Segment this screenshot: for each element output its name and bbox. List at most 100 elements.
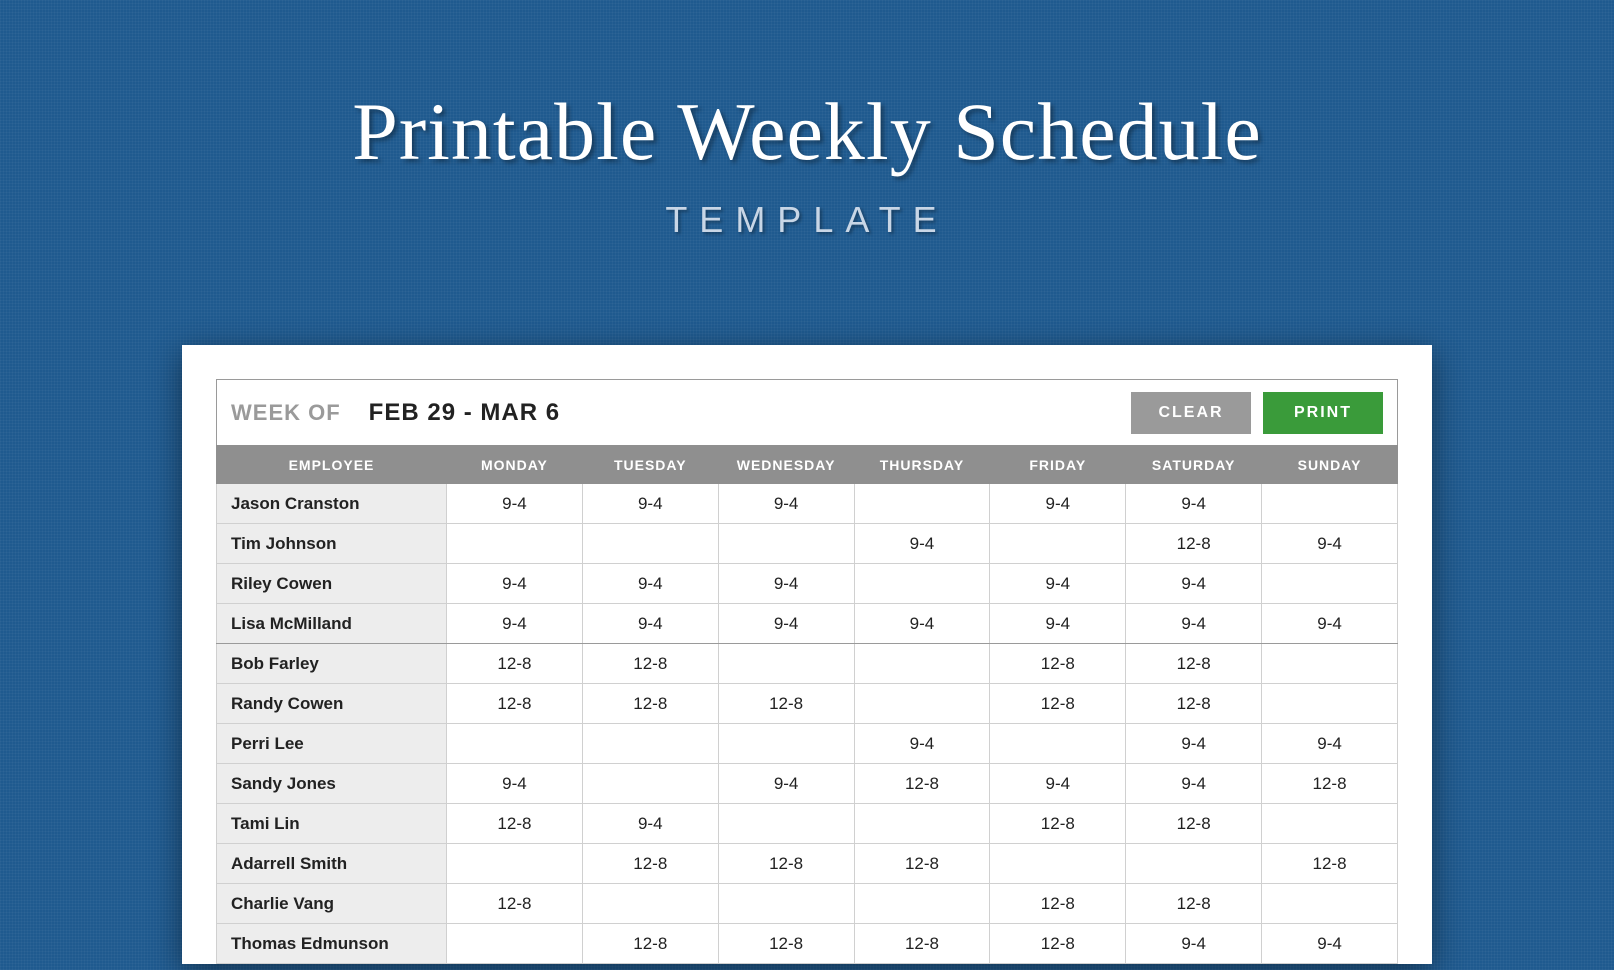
col-thursday: THURSDAY (854, 446, 990, 484)
shift-cell: 9-4 (1262, 924, 1398, 964)
shift-cell: 12-8 (990, 804, 1126, 844)
shift-cell (854, 884, 990, 924)
shift-cell: 9-4 (990, 604, 1126, 644)
shift-cell (447, 524, 583, 564)
shift-cell (1262, 884, 1398, 924)
hero-banner: Printable Weekly Schedule TEMPLATE (0, 0, 1614, 241)
shift-cell: 12-8 (854, 764, 990, 804)
week-of-label: WEEK OF (231, 400, 341, 426)
shift-cell (1126, 844, 1262, 884)
hero-subtitle: TEMPLATE (0, 199, 1614, 241)
col-employee: EMPLOYEE (217, 446, 447, 484)
shift-cell: 12-8 (1126, 804, 1262, 844)
employee-cell: Randy Cowen (217, 684, 447, 724)
employee-cell: Adarrell Smith (217, 844, 447, 884)
table-header-row: EMPLOYEE MONDAY TUESDAY WEDNESDAY THURSD… (217, 446, 1398, 484)
shift-cell: 12-8 (990, 924, 1126, 964)
shift-cell: 9-4 (990, 484, 1126, 524)
table-row: Tim Johnson9-412-89-4 (217, 524, 1398, 564)
shift-cell: 9-4 (582, 804, 718, 844)
table-row: Jason Cranston9-49-49-49-49-4 (217, 484, 1398, 524)
shift-cell: 12-8 (447, 644, 583, 684)
employee-cell: Bob Farley (217, 644, 447, 684)
shift-cell: 12-8 (1126, 644, 1262, 684)
shift-cell: 12-8 (582, 684, 718, 724)
employee-cell: Sandy Jones (217, 764, 447, 804)
shift-cell: 9-4 (718, 604, 854, 644)
table-row: Charlie Vang12-812-812-8 (217, 884, 1398, 924)
shift-cell (854, 644, 990, 684)
shift-cell: 9-4 (447, 604, 583, 644)
employee-cell: Jason Cranston (217, 484, 447, 524)
shift-cell (447, 924, 583, 964)
employee-cell: Tami Lin (217, 804, 447, 844)
employee-cell: Riley Cowen (217, 564, 447, 604)
shift-cell: 9-4 (582, 564, 718, 604)
shift-cell: 12-8 (1126, 524, 1262, 564)
shift-cell: 9-4 (854, 724, 990, 764)
table-row: Riley Cowen9-49-49-49-49-4 (217, 564, 1398, 604)
shift-cell: 9-4 (990, 764, 1126, 804)
table-row: Sandy Jones9-49-412-89-49-412-8 (217, 764, 1398, 804)
employee-cell: Perri Lee (217, 724, 447, 764)
shift-cell (1262, 644, 1398, 684)
shift-cell: 9-4 (582, 604, 718, 644)
clear-button[interactable]: CLEAR (1131, 392, 1251, 434)
shift-cell (1262, 564, 1398, 604)
toolbar: WEEK OF FEB 29 - MAR 6 CLEAR PRINT (216, 379, 1398, 445)
shift-cell: 12-8 (1262, 764, 1398, 804)
print-button[interactable]: PRINT (1263, 392, 1383, 434)
shift-cell: 9-4 (1126, 764, 1262, 804)
shift-cell: 9-4 (1126, 604, 1262, 644)
table-row: Perri Lee9-49-49-4 (217, 724, 1398, 764)
shift-cell (447, 844, 583, 884)
shift-cell: 12-8 (990, 644, 1126, 684)
employee-cell: Tim Johnson (217, 524, 447, 564)
shift-cell: 9-4 (1262, 604, 1398, 644)
shift-cell: 9-4 (447, 564, 583, 604)
shift-cell (990, 724, 1126, 764)
col-wednesday: WEDNESDAY (718, 446, 854, 484)
shift-cell (854, 484, 990, 524)
shift-cell: 9-4 (854, 524, 990, 564)
table-row: Thomas Edmunson12-812-812-812-89-49-4 (217, 924, 1398, 964)
shift-cell (854, 804, 990, 844)
table-row: Bob Farley12-812-812-812-8 (217, 644, 1398, 684)
shift-cell (718, 524, 854, 564)
shift-cell: 9-4 (718, 764, 854, 804)
shift-cell (447, 724, 583, 764)
employee-cell: Lisa McMilland (217, 604, 447, 644)
table-row: Tami Lin12-89-412-812-8 (217, 804, 1398, 844)
shift-cell: 9-4 (854, 604, 990, 644)
col-friday: FRIDAY (990, 446, 1126, 484)
shift-cell: 12-8 (582, 924, 718, 964)
shift-cell: 12-8 (854, 844, 990, 884)
shift-cell: 9-4 (1262, 724, 1398, 764)
employee-cell: Thomas Edmunson (217, 924, 447, 964)
shift-cell: 9-4 (718, 484, 854, 524)
shift-cell (1262, 804, 1398, 844)
shift-cell (718, 804, 854, 844)
shift-cell (582, 884, 718, 924)
shift-cell (582, 764, 718, 804)
shift-cell: 12-8 (1126, 884, 1262, 924)
table-row: Adarrell Smith12-812-812-812-8 (217, 844, 1398, 884)
shift-cell: 12-8 (582, 844, 718, 884)
shift-cell: 9-4 (1126, 924, 1262, 964)
shift-cell: 12-8 (447, 884, 583, 924)
shift-cell (718, 884, 854, 924)
shift-cell: 9-4 (1262, 524, 1398, 564)
table-row: Randy Cowen12-812-812-812-812-8 (217, 684, 1398, 724)
employee-cell: Charlie Vang (217, 884, 447, 924)
shift-cell: 12-8 (447, 804, 583, 844)
shift-cell: 9-4 (1126, 484, 1262, 524)
shift-cell: 12-8 (718, 684, 854, 724)
col-sunday: SUNDAY (1262, 446, 1398, 484)
shift-cell (582, 724, 718, 764)
shift-cell: 12-8 (582, 644, 718, 684)
shift-cell (582, 524, 718, 564)
shift-cell: 12-8 (854, 924, 990, 964)
col-monday: MONDAY (447, 446, 583, 484)
shift-cell (718, 724, 854, 764)
shift-cell (854, 564, 990, 604)
